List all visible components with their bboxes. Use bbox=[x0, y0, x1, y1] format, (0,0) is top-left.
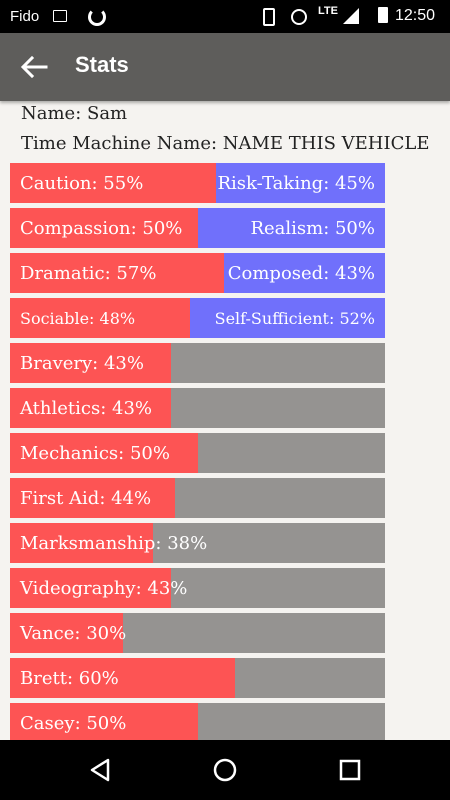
page-title: Stats bbox=[75, 52, 129, 77]
signal-icon bbox=[343, 8, 359, 24]
vibrate-icon bbox=[263, 8, 275, 26]
nav-home-icon bbox=[213, 758, 237, 782]
skill-remainder bbox=[197, 703, 385, 740]
skill-label: Brett: 60% bbox=[20, 668, 119, 689]
skill-label: Athletics: 43% bbox=[20, 398, 153, 419]
skill-remainder bbox=[171, 568, 385, 608]
status-bar: Fido LTE 12:50 bbox=[0, 0, 450, 33]
skill-bar: Casey: 50% bbox=[10, 703, 385, 740]
trait-label-left: Caution: 55% bbox=[20, 173, 144, 194]
trait-fill-left bbox=[10, 298, 190, 338]
trait-label-left: Sociable: 48% bbox=[20, 309, 136, 328]
skill-fill bbox=[10, 433, 198, 473]
nav-back-button[interactable] bbox=[84, 754, 116, 786]
skill-remainder bbox=[122, 613, 385, 653]
skill-label: Marksmanship: 38% bbox=[20, 533, 208, 554]
skill-remainder bbox=[175, 478, 385, 518]
skill-label: First Aid: 44% bbox=[20, 488, 152, 509]
network-type: LTE bbox=[318, 5, 338, 17]
trait-fill-left bbox=[10, 253, 224, 293]
navigation-bar bbox=[0, 740, 450, 800]
skill-remainder bbox=[197, 433, 385, 473]
nav-back-icon bbox=[90, 758, 110, 782]
image-icon bbox=[53, 10, 67, 22]
trait-label-left: Dramatic: 57% bbox=[20, 263, 157, 284]
carrier-name: Fido bbox=[10, 8, 40, 25]
skill-bar: Brett: 60% bbox=[10, 658, 385, 698]
trait-fill-left bbox=[10, 208, 198, 248]
skill-fill bbox=[10, 703, 198, 740]
skill-bar: Videography: 43% bbox=[10, 568, 385, 608]
skill-label: Mechanics: 50% bbox=[20, 443, 170, 464]
skill-fill bbox=[10, 343, 172, 383]
trait-label-right: Composed: 43% bbox=[227, 263, 375, 284]
skill-fill bbox=[10, 523, 153, 563]
trait-bar: Sociable: 48% Self-Sufficient: 52% bbox=[10, 298, 385, 338]
app-bar: Stats bbox=[0, 33, 450, 101]
stats-content: Name: Sam Time Machine Name: NAME THIS V… bbox=[0, 101, 450, 740]
trait-label-left: Compassion: 50% bbox=[20, 218, 183, 239]
arrow-left-icon bbox=[20, 55, 48, 79]
clock: 12:50 bbox=[395, 7, 436, 24]
trait-label-right: Self-Sufficient: 52% bbox=[214, 309, 375, 328]
skill-label: Videography: 43% bbox=[20, 578, 188, 599]
trait-bar: Compassion: 50% Realism: 50% bbox=[10, 208, 385, 248]
skill-remainder bbox=[235, 658, 385, 698]
skill-bar: Bravery: 43% bbox=[10, 343, 385, 383]
skill-fill bbox=[10, 658, 235, 698]
vehicle-name: Time Machine Name: NAME THIS VEHICLE bbox=[21, 133, 430, 154]
trait-fill-left bbox=[10, 163, 217, 203]
nav-recents-button[interactable] bbox=[334, 754, 366, 786]
nav-home-button[interactable] bbox=[209, 754, 241, 786]
skill-fill bbox=[10, 568, 172, 608]
skill-bar: Marksmanship: 38% bbox=[10, 523, 385, 563]
skill-remainder bbox=[171, 343, 385, 383]
skill-fill bbox=[10, 478, 175, 518]
back-button[interactable] bbox=[18, 53, 50, 81]
trait-fill-right bbox=[197, 208, 385, 248]
battery-icon bbox=[378, 7, 388, 23]
trait-label-right: Realism: 50% bbox=[250, 218, 375, 239]
skill-label: Bravery: 43% bbox=[20, 353, 144, 374]
skill-fill bbox=[10, 613, 123, 653]
trait-fill-right bbox=[216, 163, 385, 203]
skill-bar: Mechanics: 50% bbox=[10, 433, 385, 473]
skill-label: Vance: 30% bbox=[20, 623, 127, 644]
nav-recents-icon bbox=[339, 759, 361, 781]
alarm-icon bbox=[291, 9, 307, 25]
skill-label: Casey: 50% bbox=[20, 713, 127, 734]
skill-remainder bbox=[171, 388, 385, 428]
trait-fill-right bbox=[223, 253, 385, 293]
trait-label-right: Risk-Taking: 45% bbox=[217, 173, 376, 194]
skill-bar: Vance: 30% bbox=[10, 613, 385, 653]
skill-remainder bbox=[152, 523, 385, 563]
trait-bar: Dramatic: 57% Composed: 43% bbox=[10, 253, 385, 293]
skill-fill bbox=[10, 388, 172, 428]
trait-fill-right bbox=[190, 298, 385, 338]
skill-bar: First Aid: 44% bbox=[10, 478, 385, 518]
trait-bar: Caution: 55% Risk-Taking: 45% bbox=[10, 163, 385, 203]
skill-bar: Athletics: 43% bbox=[10, 388, 385, 428]
sync-icon bbox=[88, 8, 106, 26]
player-name: Name: Sam bbox=[21, 103, 128, 124]
